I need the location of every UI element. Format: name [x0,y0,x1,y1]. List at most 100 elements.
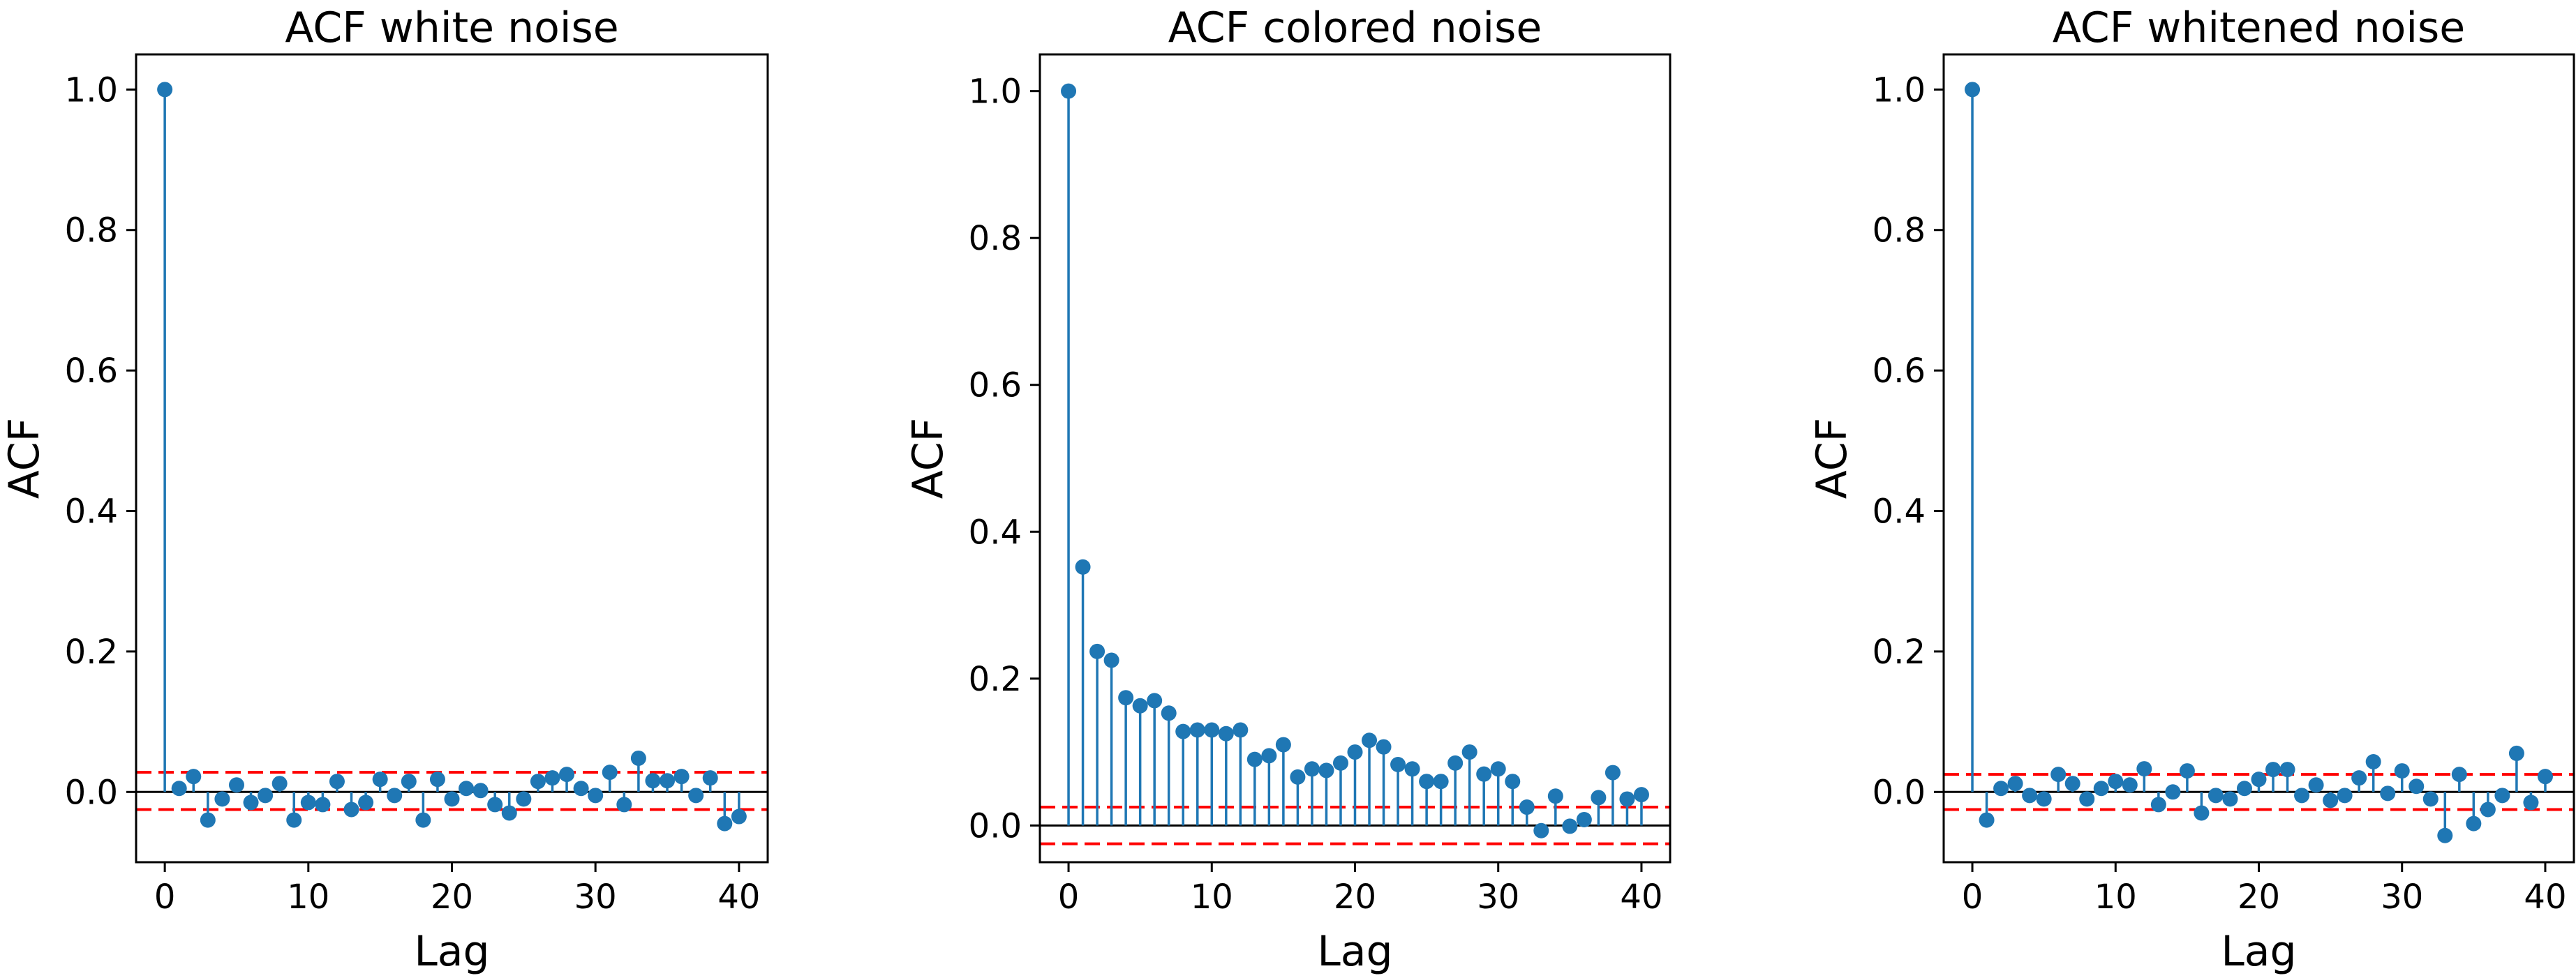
acf-point-lag-5 [2036,791,2052,807]
acf-point-lag-30 [588,788,604,804]
acf-point-lag-0 [157,82,173,98]
acf-point-lag-19 [429,772,445,788]
y-tick-label: 0.8 [969,219,1022,258]
acf-point-lag-3 [1103,652,1119,668]
acf-point-lag-27 [1447,755,1464,771]
acf-point-lag-12 [2136,761,2152,777]
acf-point-lag-31 [2409,778,2425,795]
acf-point-lag-29 [1476,766,1492,782]
acf-point-lag-34 [2451,767,2467,783]
y-tick-label: 0.2 [65,633,118,672]
y-tick-label: 0.4 [65,492,118,532]
acf-point-lag-24 [501,805,517,821]
acf-point-lag-30 [1490,761,1506,777]
acf-point-lag-28 [1461,744,1477,760]
acf-point-lag-7 [2064,776,2080,792]
acf-point-lag-18 [2222,791,2238,807]
acf-point-lag-24 [2308,777,2324,793]
acf-point-lag-20 [1347,744,1363,760]
axes-frame [1942,53,2575,864]
acf-point-lag-1 [171,781,187,797]
acf-point-lag-25 [516,791,532,807]
y-tick-label: 0.6 [1873,352,1926,391]
y-tick-label: 0.8 [1873,211,1926,250]
chart-title: ACF whitened noise [2053,3,2465,52]
x-tick-label: 40 [717,878,760,917]
acf-point-lag-6 [1147,693,1163,709]
acf-point-lag-16 [1290,769,1306,785]
acf-point-lag-3 [2007,776,2023,792]
x-tick-label: 10 [1191,878,1233,917]
acf-point-lag-39 [2523,795,2539,811]
acf-point-lag-8 [271,776,288,792]
acf-point-lag-35 [2466,815,2482,832]
acf-point-lag-21 [459,781,475,797]
acf-point-lag-2 [186,769,202,785]
acf-point-lag-12 [329,774,345,790]
acf-point-lag-14 [1261,748,1277,764]
acf-point-lag-4 [214,791,230,807]
y-tick-label: 0.2 [1873,633,1926,672]
acf-point-lag-31 [1505,774,1521,790]
y-tick-label: 0.4 [969,513,1022,552]
y-tick-label: 0.6 [65,352,118,391]
acf-point-lag-21 [1362,732,1378,748]
acf-point-lag-5 [228,777,244,793]
x-tick-label: 0 [1058,878,1080,917]
axes-frame [1038,53,1672,864]
x-tick-label: 0 [154,878,176,917]
acf-point-lag-28 [2365,754,2381,770]
acf-point-lag-6 [2050,767,2067,783]
x-tick-label: 20 [2238,878,2280,917]
acf-point-lag-32 [1519,799,1535,815]
acf-point-lag-35 [1562,818,1578,834]
acf-point-lag-9 [286,812,302,828]
acf-point-lag-8 [1175,723,1191,739]
acf-point-lag-10 [300,795,316,811]
acf-point-lag-2 [1993,781,2009,797]
acf-point-lag-36 [673,769,690,785]
acf-point-lag-26 [530,774,546,790]
acf-point-lag-11 [315,797,331,813]
x-axis-label: Lag [414,927,489,976]
acf-point-lag-15 [372,772,388,788]
acf-point-lag-36 [2480,802,2496,818]
axes-frame [135,53,769,864]
acf-point-lag-31 [602,765,618,781]
y-tick-label: 1.0 [65,70,118,110]
chart-title: ACF colored noise [1168,3,1542,52]
acf-point-lag-32 [2422,791,2439,807]
x-tick-label: 20 [1334,878,1376,917]
acf-point-lag-17 [401,774,417,790]
acf-point-lag-9 [1189,722,1205,738]
acf-point-lag-8 [2079,791,2095,807]
acf-point-lag-11 [1218,725,1234,742]
acf-point-lag-33 [2437,827,2453,843]
y-tick-label: 0.8 [65,211,118,250]
acf-point-lag-22 [1376,739,1392,755]
acf-point-lag-15 [1275,737,1291,753]
acf-point-lag-17 [2208,788,2224,804]
acf-point-lag-1 [1075,559,1091,575]
y-tick-label: 1.0 [1873,70,1926,110]
acf-point-lag-24 [1404,761,1420,777]
acf-point-lag-38 [702,770,718,786]
acf-point-lag-40 [731,808,747,825]
acf-point-lag-12 [1233,722,1249,738]
x-tick-label: 40 [2524,878,2566,917]
acf-point-lag-0 [1965,82,1981,98]
acf-point-lag-0 [1061,83,1077,99]
acf-point-lag-3 [200,812,216,828]
x-tick-label: 10 [2094,878,2137,917]
acf-point-lag-35 [660,773,676,789]
y-tick-label: 0.0 [1873,773,1926,812]
acf-point-lag-18 [1318,762,1334,778]
y-tick-label: 0.0 [65,773,118,812]
acf-point-lag-27 [2351,770,2367,786]
acf-point-lag-26 [2337,788,2353,804]
y-tick-label: 0.4 [1873,492,1926,532]
acf-point-lag-38 [1605,765,1621,781]
x-axis-label: Lag [2221,927,2296,976]
acf-point-lag-1 [1979,812,1995,828]
